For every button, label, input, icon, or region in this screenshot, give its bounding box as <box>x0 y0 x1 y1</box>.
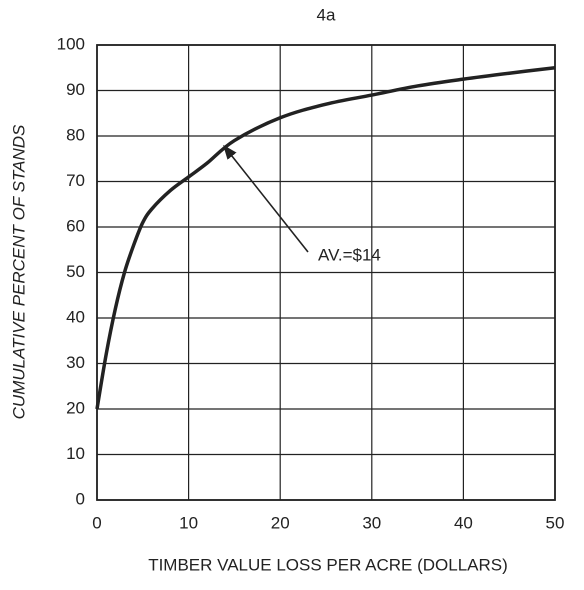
chart-title: 4a <box>317 5 336 24</box>
x-tick-label: 40 <box>454 513 473 532</box>
y-tick-label: 90 <box>66 80 85 99</box>
y-axis-label: CUMULATIVE PERCENT OF STANDS <box>9 124 28 419</box>
y-tick-label: 30 <box>66 353 85 372</box>
y-tick-label: 60 <box>66 216 85 235</box>
plot-frame <box>96 44 556 501</box>
data-line <box>95 66 556 410</box>
y-tick-label: 40 <box>66 307 85 326</box>
y-tick-label: 0 <box>76 489 85 508</box>
y-tick-label: 10 <box>66 444 85 463</box>
y-tick-label: 50 <box>66 262 85 281</box>
x-tick-label: 0 <box>92 513 101 532</box>
annotation: AV.=$14 <box>318 245 381 264</box>
annotation-arrow <box>223 144 309 253</box>
x-tick-label: 20 <box>271 513 290 532</box>
x-tick-label: 10 <box>179 513 198 532</box>
x-tick-label: 50 <box>546 513 565 532</box>
y-tick-label: 20 <box>66 398 85 417</box>
y-tick-label: 80 <box>66 125 85 144</box>
y-tick-label: 70 <box>66 171 85 190</box>
y-tick-label: 100 <box>57 34 85 53</box>
x-tick-label: 30 <box>362 513 381 532</box>
x-axis-label: TIMBER VALUE LOSS PER ACRE (DOLLARS) <box>148 555 508 574</box>
